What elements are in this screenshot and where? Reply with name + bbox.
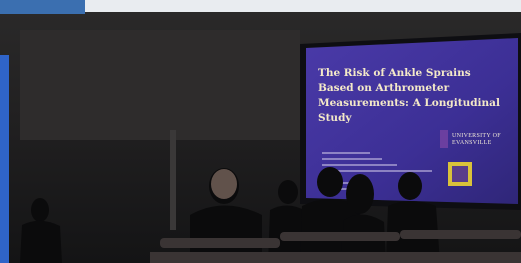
left-screen-edge bbox=[0, 55, 9, 263]
slide-title-line: Measurements: A Longitudinal bbox=[318, 97, 500, 109]
ceiling-light bbox=[85, 0, 521, 12]
slide-title-line: The Risk of Ankle Sprains bbox=[318, 67, 471, 79]
top-left-glare bbox=[0, 0, 85, 14]
logo-text: UNIVERSITY OF bbox=[452, 133, 501, 139]
wall-panel bbox=[20, 30, 300, 140]
slide-title-line: Study bbox=[318, 112, 352, 124]
slide-title-line: Based on Arthrometer bbox=[318, 82, 450, 94]
logo-seal-center bbox=[452, 166, 468, 182]
photo: The Risk of Ankle Sprains Based on Arthr… bbox=[0, 0, 521, 263]
head-highlight bbox=[211, 169, 237, 199]
page: {"slide": {"title_lines": ["The Risk of … bbox=[0, 0, 521, 263]
logo-text: EVANSVILLE bbox=[452, 140, 492, 146]
pillar bbox=[170, 130, 176, 230]
logo-emblem bbox=[440, 130, 448, 148]
